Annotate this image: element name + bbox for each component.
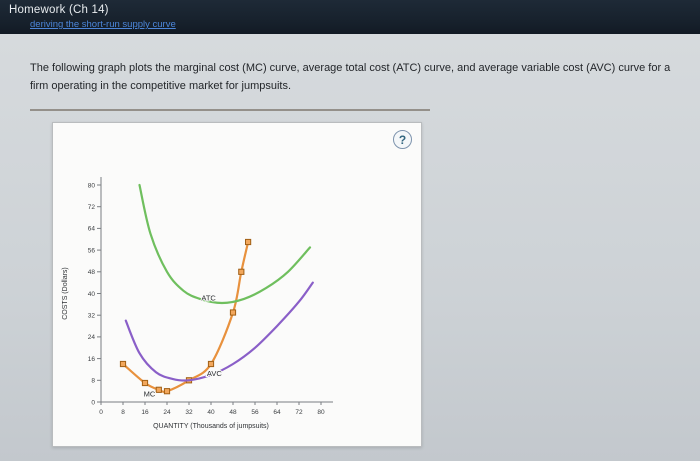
y-tick-label: 16 [88, 356, 96, 363]
x-tick-label: 32 [185, 409, 193, 416]
content-area: The following graph plots the marginal c… [0, 34, 700, 461]
mc-point-handle[interactable] [229, 309, 237, 316]
question-intro-text: The following graph plots the marginal c… [30, 62, 671, 93]
mc-point-handle[interactable] [245, 238, 252, 246]
mc-point-handle[interactable] [119, 360, 127, 368]
y-tick-label: 56 [88, 247, 96, 254]
graph-panel: ? 0 8 16 24 32 40 48 56 64 72 80 0 8 16 24 32 40 48 56 64 72… [52, 122, 422, 447]
clipped-supply-curve-link[interactable]: deriving the short-run supply curve [30, 19, 176, 30]
curve-avc [124, 281, 314, 382]
x-tick-label: 48 [229, 409, 237, 416]
curve-atc [138, 183, 312, 305]
y-tick-label: 8 [91, 378, 95, 385]
x-axis-title: QUANTITY (Thousands of jumpsuits) [153, 423, 269, 430]
x-tick-label: 24 [163, 409, 171, 416]
x-tick-label: 0 [99, 409, 103, 416]
y-tick-label: 80 [88, 182, 96, 189]
curve-label-atc: ATC [201, 293, 216, 302]
x-tick-label: 80 [317, 409, 325, 416]
curve-label-mc: MC [144, 390, 156, 399]
x-tick-label: 40 [207, 409, 215, 416]
curve-mc [121, 240, 250, 393]
y-tick-label: 64 [88, 226, 96, 233]
x-tick-label: 72 [295, 409, 303, 416]
y-tick-label: 40 [88, 291, 96, 298]
section-divider [30, 109, 430, 111]
chart-container: 0 8 16 24 32 40 48 56 64 72 80 0 8 16 24 32 40 48 56 64 72 80… [55, 159, 415, 449]
mc-point-handle[interactable] [155, 386, 162, 393]
mc-point-handle[interactable] [207, 360, 215, 368]
x-tick-label: 8 [121, 409, 125, 416]
y-tick-label: 72 [88, 204, 96, 211]
y-tick-label: 24 [88, 334, 96, 341]
cost-curves-chart[interactable]: 0 8 16 24 32 40 48 56 64 72 80 0 8 16 24 32 40 48 56 64 72 80… [55, 159, 415, 444]
curve-label-avc: AVC [207, 369, 222, 378]
y-tick-label: 0 [91, 399, 95, 406]
page-title: Homework (Ch 14) [9, 4, 109, 16]
window-titlebar: Homework (Ch 14) deriving the short-run … [0, 0, 700, 34]
help-icon[interactable]: ? [393, 130, 412, 149]
y-tick-label: 48 [88, 269, 96, 276]
x-tick-label: 56 [251, 409, 259, 416]
mc-point-handle[interactable] [163, 388, 171, 395]
y-axis-title: COSTS (Dollars) [62, 267, 69, 320]
mc-point-handle[interactable] [141, 379, 149, 387]
mc-point-handle[interactable] [238, 268, 245, 275]
y-tick-label: 32 [88, 313, 96, 320]
x-tick-label: 64 [273, 409, 281, 416]
x-tick-label: 16 [141, 409, 149, 416]
